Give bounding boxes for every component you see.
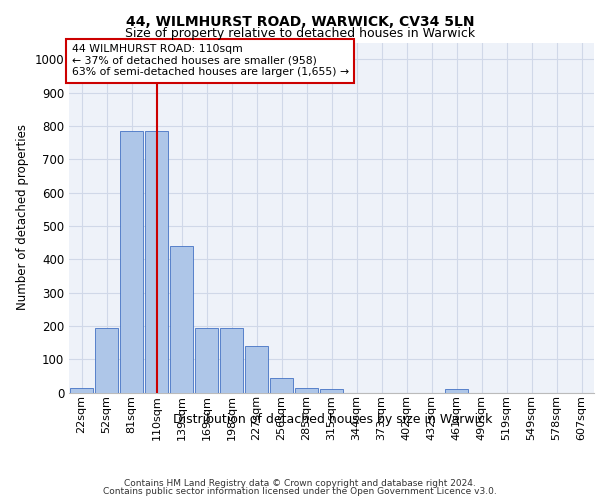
Bar — [245, 346, 268, 393]
Text: Contains public sector information licensed under the Open Government Licence v3: Contains public sector information licen… — [103, 487, 497, 496]
Bar — [95, 328, 118, 392]
Text: Size of property relative to detached houses in Warwick: Size of property relative to detached ho… — [125, 28, 475, 40]
Bar — [145, 131, 168, 392]
Y-axis label: Number of detached properties: Number of detached properties — [16, 124, 29, 310]
Text: Contains HM Land Registry data © Crown copyright and database right 2024.: Contains HM Land Registry data © Crown c… — [124, 478, 476, 488]
Bar — [445, 389, 468, 392]
Text: 44 WILMHURST ROAD: 110sqm
← 37% of detached houses are smaller (958)
63% of semi: 44 WILMHURST ROAD: 110sqm ← 37% of detac… — [71, 44, 349, 78]
Bar — [70, 388, 93, 392]
Bar — [170, 246, 193, 392]
Bar — [120, 131, 143, 392]
Text: 44, WILMHURST ROAD, WARWICK, CV34 5LN: 44, WILMHURST ROAD, WARWICK, CV34 5LN — [126, 15, 474, 29]
Bar — [270, 378, 293, 392]
Text: Distribution of detached houses by size in Warwick: Distribution of detached houses by size … — [173, 412, 493, 426]
Bar — [295, 388, 318, 392]
Bar — [320, 389, 343, 392]
Bar — [220, 328, 243, 392]
Bar — [195, 328, 218, 392]
